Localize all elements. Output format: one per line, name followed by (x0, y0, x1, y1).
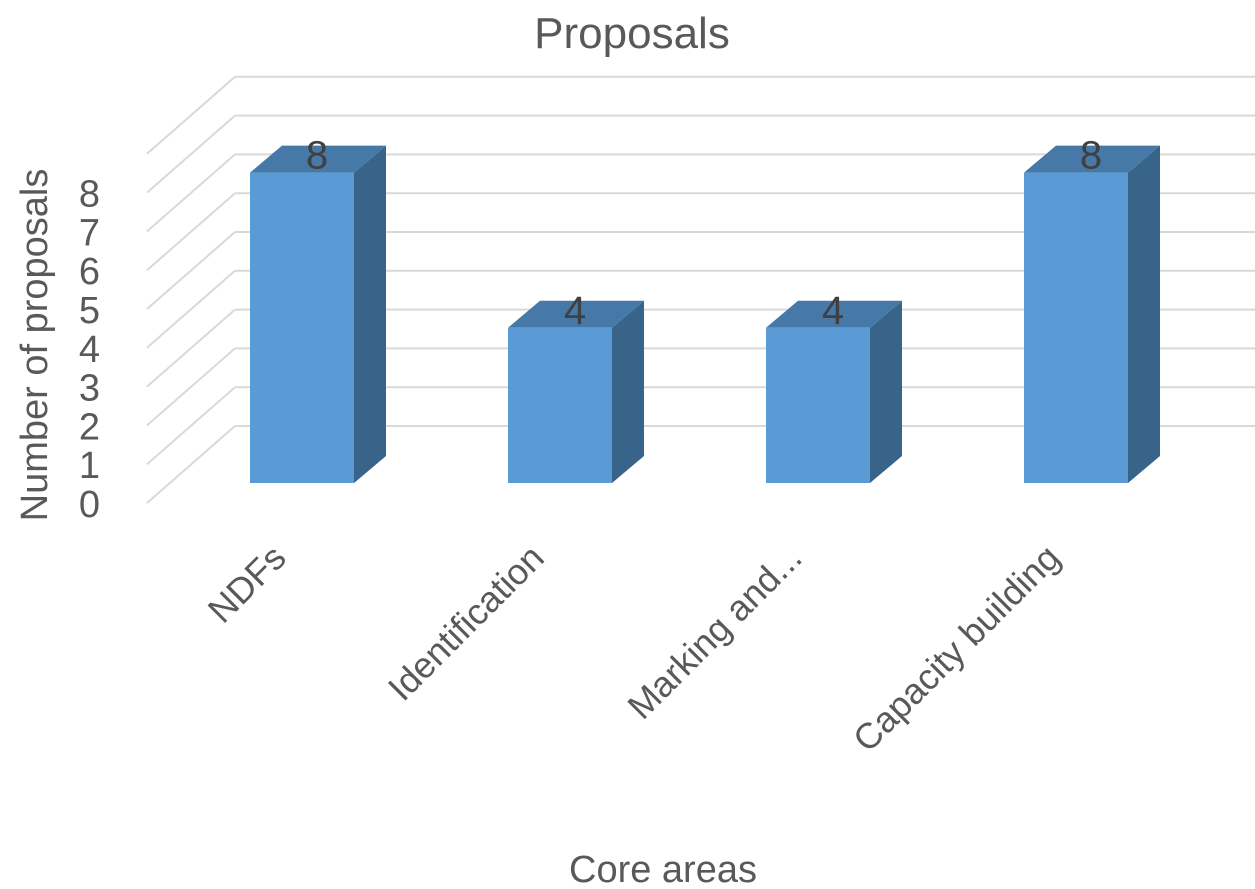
bar-front-face (508, 327, 612, 483)
bar-top-face (250, 145, 386, 173)
bar-side-face (870, 300, 902, 483)
data-label: 8 (1080, 134, 1102, 178)
bar-front-face (1024, 172, 1128, 483)
bars: 8 4 4 8 (250, 134, 1160, 483)
y-tick-label: 8 (79, 174, 100, 216)
category-label: Identification (380, 537, 552, 709)
bar-front-face (766, 327, 870, 483)
y-tick-label: 5 (79, 290, 100, 332)
y-tick-label: 7 (79, 212, 100, 254)
gridline-diagonal (146, 231, 236, 310)
bar-front-face (250, 172, 354, 483)
data-label: 4 (564, 289, 586, 333)
bar-top-face (766, 300, 902, 328)
data-label: 8 (306, 134, 328, 178)
gridline-diagonal (146, 386, 236, 465)
y-tick-label: 1 (79, 445, 100, 487)
category-label: Capacity building (845, 537, 1068, 760)
category-labels: NDFs Identification Marking and... Capacity… (200, 537, 1068, 760)
category-label: Marking and... (619, 537, 809, 727)
bar: 4 (766, 289, 902, 483)
bar-top-face (1024, 145, 1160, 173)
y-tick-label: 4 (79, 329, 100, 371)
bar: 8 (250, 134, 386, 483)
y-tick-label: 3 (79, 368, 100, 410)
bar: 8 (1024, 134, 1160, 483)
y-tick-label: 2 (79, 406, 100, 448)
gridline-diagonal (146, 76, 236, 155)
gridline-diagonal (146, 308, 236, 388)
category-label: NDFs (200, 537, 294, 631)
gridline-diagonal (146, 192, 236, 271)
x-axis-title: Core areas (569, 849, 757, 889)
data-label: 4 (822, 289, 844, 333)
gridline-diagonal (146, 153, 236, 233)
gridline-diagonal (146, 425, 236, 504)
bar-top-face (508, 300, 644, 328)
gridline-diagonal (146, 114, 236, 194)
bar-side-face (354, 145, 386, 483)
bar-side-face (1128, 145, 1160, 483)
gridline-diagonal (146, 347, 236, 427)
y-tick-label: 6 (79, 251, 100, 293)
chart-title: Proposals (534, 9, 730, 58)
y-axis-title: Number of proposals (14, 169, 56, 522)
bar-side-face (612, 300, 644, 483)
bar: 4 (508, 289, 644, 483)
gridline-diagonal (146, 270, 236, 349)
y-tick-label: 0 (79, 484, 100, 526)
